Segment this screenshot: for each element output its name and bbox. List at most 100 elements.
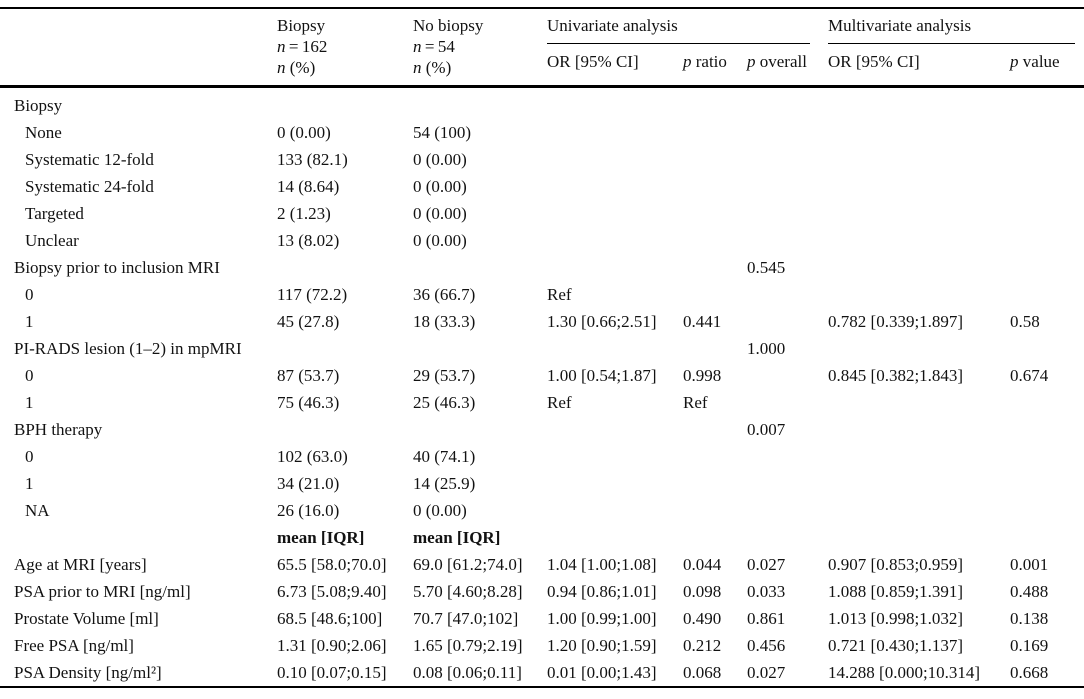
header-multi-or: OR [95% CI] <box>828 52 920 71</box>
cell-uni-or: 1.00 [0.99;1.00] <box>547 609 657 628</box>
cell-biopsy-n: 117 (72.2) <box>277 285 348 304</box>
cell-multi-or: 1.013 [0.998;1.032] <box>828 609 964 628</box>
cell-uni-p-overall: 0.456 <box>747 636 786 655</box>
cell-uni-or <box>547 497 683 524</box>
cell-uni-p-ratio <box>683 254 747 281</box>
cell-multi-or <box>828 119 1010 146</box>
cell-nobiopsy-n: 1.65 [0.79;2.19] <box>413 636 523 655</box>
cell-biopsy-n: 13 (8.02) <box>277 231 340 250</box>
table-row: BPH therapy 0.007 <box>0 416 1084 443</box>
cell-biopsy-n <box>277 85 413 119</box>
cell-biopsy-n: 65.5 [58.0;70.0] <box>277 555 387 574</box>
header-biopsy-group: Biopsy n = 162 n (%) <box>277 7 413 87</box>
table-row: 0 87 (53.7) 29 (53.7) 1.00 [0.54;1.87] 0.9… <box>0 362 1084 389</box>
cell-biopsy-n: 1.31 [0.90;2.06] <box>277 636 387 655</box>
cell-uni-p-overall: 0.861 <box>747 609 786 628</box>
cell-biopsy-n <box>277 254 413 281</box>
row-label: Targeted <box>25 204 84 223</box>
cell-uni-or <box>547 524 683 551</box>
cell-biopsy-n: 0 (0.00) <box>277 123 331 142</box>
cell-multi-or: 1.088 [0.859;1.391] <box>828 582 964 601</box>
table-row: Prostate Volume [ml] 68.5 [48.6;100] 70.7… <box>0 605 1084 632</box>
row-label: 1 <box>25 474 34 493</box>
cell-multi-or <box>828 200 1010 227</box>
cell-uni-p-ratio <box>683 146 747 173</box>
cell-uni-or <box>547 335 683 362</box>
header-univariate-title: Univariate analysis <box>547 9 811 44</box>
table-row: Targeted 2 (1.23) 0 (0.00) <box>0 200 1084 227</box>
cell-uni-p-ratio: 0.212 <box>683 636 722 655</box>
cell-uni-p-overall <box>747 497 828 524</box>
cell-biopsy-n <box>277 416 413 443</box>
header-multivariate-group: Multivariate analysis <box>828 7 1084 44</box>
row-label: 1 <box>25 393 34 412</box>
table-row: None 0 (0.00) 54 (100) <box>0 119 1084 146</box>
row-label: 0 <box>25 366 34 385</box>
row-label: 0 <box>25 447 34 466</box>
cell-multi-or <box>828 281 1010 308</box>
cell-multi-p-value: 0.488 <box>1010 582 1049 601</box>
cell-biopsy-n: 87 (53.7) <box>277 366 340 385</box>
cell-uni-or <box>547 173 683 200</box>
header-empty-cell <box>0 7 277 87</box>
cell-multi-p-value <box>1010 254 1084 281</box>
cell-uni-p-overall: 0.027 <box>747 659 829 688</box>
header-no-biopsy-npct: n (%) <box>413 58 452 77</box>
row-label: Systematic 12-fold <box>25 150 154 169</box>
cell-uni-p-ratio: 0.098 <box>683 582 722 601</box>
cell-uni-or <box>547 416 683 443</box>
cell-uni-or <box>547 227 683 254</box>
cell-uni-or: 1.00 [0.54;1.87] <box>547 366 657 385</box>
table-row: Unclear 13 (8.02) 0 (0.00) <box>0 227 1084 254</box>
cell-multi-p-value: 0.138 <box>1010 609 1049 628</box>
table-row: Free PSA [ng/ml] 1.31 [0.90;2.06] 1.65 [0… <box>0 632 1084 659</box>
cell-biopsy-n: 75 (46.3) <box>277 393 340 412</box>
cell-uni-p-overall <box>747 443 828 470</box>
header-no-biopsy-group: No biopsy n = 54 n (%) <box>413 7 547 87</box>
cell-nobiopsy-n: 0 (0.00) <box>413 150 467 169</box>
cell-biopsy-n: 6.73 [5.08;9.40] <box>277 582 387 601</box>
cell-uni-or <box>547 85 683 119</box>
cell-multi-p-value <box>1010 200 1084 227</box>
row-label: Age at MRI [years] <box>14 555 147 574</box>
cell-uni-p-ratio <box>683 200 747 227</box>
cell-uni-p-overall: 0.545 <box>747 258 786 277</box>
cell-multi-or: 0.721 [0.430;1.137] <box>828 636 964 655</box>
row-label <box>0 524 277 551</box>
cell-uni-p-overall <box>747 308 828 335</box>
header-multivariate-title: Multivariate analysis <box>828 9 1076 44</box>
cell-uni-p-ratio <box>683 335 747 362</box>
cell-multi-p-value: 0.674 <box>1010 366 1049 385</box>
row-label: Unclear <box>25 231 79 250</box>
header-biopsy-title: Biopsy <box>277 16 326 35</box>
table-row: 1 34 (21.0) 14 (25.9) <box>0 470 1084 497</box>
cell-uni-p-overall <box>747 173 828 200</box>
cell-nobiopsy-n: 29 (53.7) <box>413 366 476 385</box>
header-biopsy-npct: n (%) <box>277 58 316 77</box>
cell-multi-or <box>828 146 1010 173</box>
row-label: None <box>25 123 62 142</box>
cell-multi-p-value <box>1010 85 1084 119</box>
cell-multi-or <box>828 85 1011 119</box>
cell-uni-p-ratio: 0.068 <box>683 659 747 688</box>
cell-nobiopsy-n: 0.08 [0.06;0.11] <box>413 659 547 688</box>
cell-uni-p-ratio <box>683 85 747 119</box>
cell-multi-p-value <box>1010 227 1084 254</box>
cell-uni-or <box>547 470 683 497</box>
header-multi-p-value: p value <box>1010 52 1060 71</box>
cell-uni-or: 1.30 [0.66;2.51] <box>547 312 657 331</box>
cell-multi-or: 0.845 [0.382;1.843] <box>828 366 964 385</box>
cell-multi-p-value <box>1010 497 1084 524</box>
cell-uni-p-overall <box>747 362 828 389</box>
cell-multi-or: 14.288 [0.000;10.314] <box>828 659 1011 688</box>
cell-nobiopsy-n: 54 (100) <box>413 123 472 142</box>
cell-uni-or <box>547 119 683 146</box>
cell-nobiopsy-n: 0 (0.00) <box>413 501 467 520</box>
cell-uni-p-ratio: 0.490 <box>683 609 722 628</box>
cell-uni-p-ratio <box>683 281 747 308</box>
table-row: 1 75 (46.3) 25 (46.3) Ref Ref <box>0 389 1084 416</box>
cell-uni-p-ratio <box>683 173 747 200</box>
cell-uni-or <box>547 254 683 281</box>
cell-multi-or <box>828 227 1010 254</box>
